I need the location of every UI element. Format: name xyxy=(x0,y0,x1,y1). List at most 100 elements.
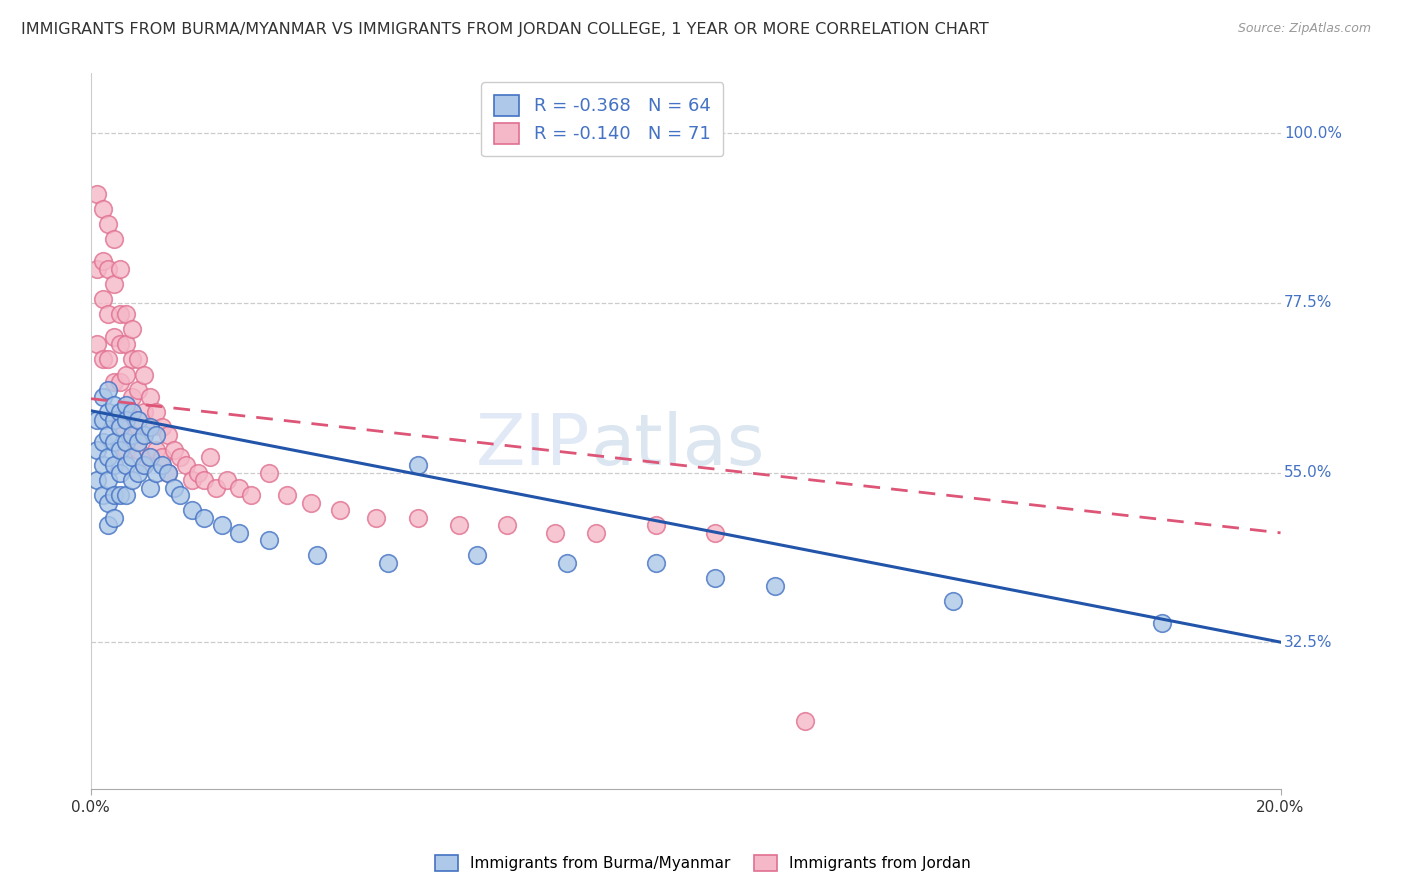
Point xyxy=(110,307,132,321)
Point xyxy=(329,503,352,517)
Point xyxy=(103,232,125,246)
Point xyxy=(115,368,138,382)
Point xyxy=(217,473,239,487)
Point xyxy=(585,525,607,540)
Text: 77.5%: 77.5% xyxy=(1284,295,1333,310)
Point xyxy=(174,458,197,472)
Point xyxy=(180,473,202,487)
Point xyxy=(121,405,143,419)
Point xyxy=(257,533,280,548)
Point xyxy=(91,390,114,404)
Point xyxy=(103,488,125,502)
Point xyxy=(115,405,138,419)
Point xyxy=(193,510,215,524)
Point xyxy=(228,525,250,540)
Point xyxy=(127,442,149,457)
Point xyxy=(86,442,108,457)
Point xyxy=(240,488,263,502)
Point xyxy=(115,488,138,502)
Point xyxy=(91,202,114,216)
Point xyxy=(103,510,125,524)
Point xyxy=(145,427,167,442)
Point xyxy=(115,398,138,412)
Point xyxy=(134,427,156,442)
Point xyxy=(86,186,108,201)
Point xyxy=(134,427,156,442)
Point xyxy=(115,435,138,450)
Point xyxy=(91,488,114,502)
Point xyxy=(103,277,125,291)
Point xyxy=(97,518,120,533)
Point xyxy=(228,481,250,495)
Point xyxy=(97,307,120,321)
Point xyxy=(942,593,965,607)
Point xyxy=(110,420,132,434)
Point xyxy=(193,473,215,487)
Point xyxy=(110,262,132,277)
Point xyxy=(103,435,125,450)
Point xyxy=(793,714,815,729)
Point xyxy=(156,427,179,442)
Point xyxy=(115,307,138,321)
Point xyxy=(406,510,429,524)
Point xyxy=(103,413,125,427)
Point xyxy=(150,458,173,472)
Point xyxy=(110,488,132,502)
Point xyxy=(139,481,162,495)
Point xyxy=(406,458,429,472)
Point xyxy=(115,458,138,472)
Point xyxy=(91,352,114,367)
Point xyxy=(86,337,108,351)
Point xyxy=(276,488,298,502)
Point xyxy=(544,525,567,540)
Point xyxy=(127,435,149,450)
Point xyxy=(110,442,132,457)
Point xyxy=(163,442,186,457)
Point xyxy=(187,466,209,480)
Legend: Immigrants from Burma/Myanmar, Immigrants from Jordan: Immigrants from Burma/Myanmar, Immigrant… xyxy=(429,849,977,877)
Point xyxy=(156,466,179,480)
Point xyxy=(465,549,488,563)
Point xyxy=(97,450,120,465)
Point xyxy=(115,442,138,457)
Point xyxy=(103,413,125,427)
Point xyxy=(366,510,388,524)
Point xyxy=(150,420,173,434)
Point xyxy=(449,518,471,533)
Point xyxy=(377,556,399,570)
Text: 100.0%: 100.0% xyxy=(1284,126,1343,141)
Text: 55.0%: 55.0% xyxy=(1284,465,1333,480)
Point xyxy=(97,217,120,231)
Point xyxy=(134,458,156,472)
Point xyxy=(134,458,156,472)
Point xyxy=(91,458,114,472)
Point xyxy=(299,496,322,510)
Point xyxy=(211,518,233,533)
Point xyxy=(121,427,143,442)
Point xyxy=(139,450,162,465)
Point xyxy=(163,481,186,495)
Point xyxy=(644,518,666,533)
Point xyxy=(110,466,132,480)
Point xyxy=(145,466,167,480)
Text: ZIP: ZIP xyxy=(475,411,591,480)
Point xyxy=(97,496,120,510)
Point xyxy=(91,413,114,427)
Point xyxy=(169,488,191,502)
Point xyxy=(198,450,221,465)
Point xyxy=(150,450,173,465)
Point xyxy=(704,571,727,585)
Point xyxy=(110,337,132,351)
Point xyxy=(121,322,143,336)
Point xyxy=(127,413,149,427)
Point xyxy=(139,420,162,434)
Point xyxy=(97,262,120,277)
Text: atlas: atlas xyxy=(591,411,765,480)
Point xyxy=(156,466,179,480)
Point xyxy=(763,579,786,593)
Point xyxy=(121,450,143,465)
Point xyxy=(103,375,125,389)
Point xyxy=(115,413,138,427)
Point xyxy=(103,458,125,472)
Text: IMMIGRANTS FROM BURMA/MYANMAR VS IMMIGRANTS FROM JORDAN COLLEGE, 1 YEAR OR MORE : IMMIGRANTS FROM BURMA/MYANMAR VS IMMIGRA… xyxy=(21,22,988,37)
